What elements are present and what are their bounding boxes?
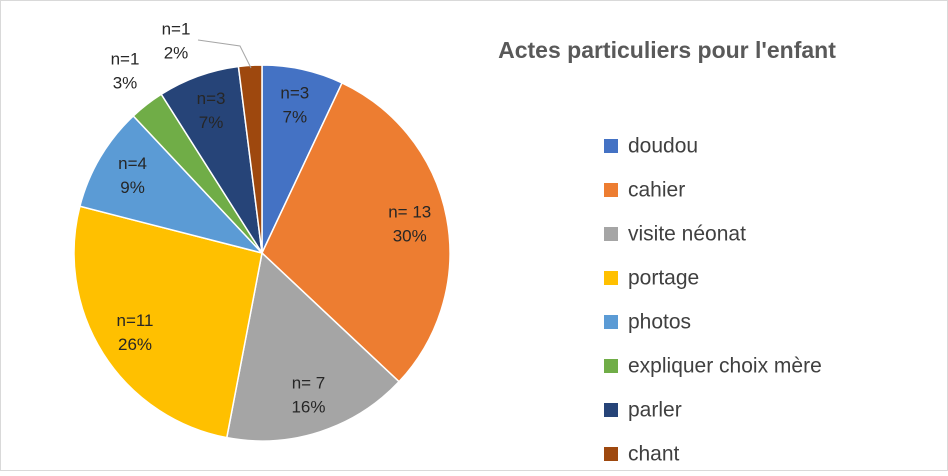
legend-swatch [604,315,618,329]
percent-label: 2% [164,43,189,62]
count-label: n=3 [197,89,226,108]
percent-label: 16% [291,398,325,417]
legend-label: chant [628,443,680,466]
legend-swatch [604,227,618,241]
chart-title: Actes particuliers pour l'enfant [498,37,836,63]
legend-swatch [604,359,618,373]
legend-label: visite néonat [628,223,746,246]
count-label: n=1 [162,19,191,38]
count-label: n=3 [280,84,309,103]
percent-label: 9% [120,178,145,197]
count-label: n= 7 [292,374,326,393]
count-label: n= 13 [388,202,431,221]
legend-swatch [604,447,618,461]
pie-slice [73,205,263,439]
pie-slice [261,81,451,383]
count-label: n=11 [116,311,153,330]
legend-label: cahier [628,179,685,202]
percent-label: 26% [118,335,152,354]
leader-line [197,39,252,69]
percent-label: 7% [283,108,308,127]
legend-swatch [604,183,618,197]
legend-label: photos [628,311,691,334]
percent-label: 3% [113,73,138,92]
pie-slice [225,251,401,442]
legend-label: doudou [628,135,698,158]
legend-label: parler [628,399,682,422]
legend-swatch [604,271,618,285]
legend-swatch [604,139,618,153]
count-label: n=1 [111,49,140,68]
count-label: n=4 [118,154,147,173]
legend-swatch [604,403,618,417]
legend-label: expliquer choix mère [628,355,822,378]
pie-slice [78,114,265,255]
percent-label: 7% [199,113,224,132]
legend-label: portage [628,267,699,290]
percent-label: 30% [393,226,427,245]
